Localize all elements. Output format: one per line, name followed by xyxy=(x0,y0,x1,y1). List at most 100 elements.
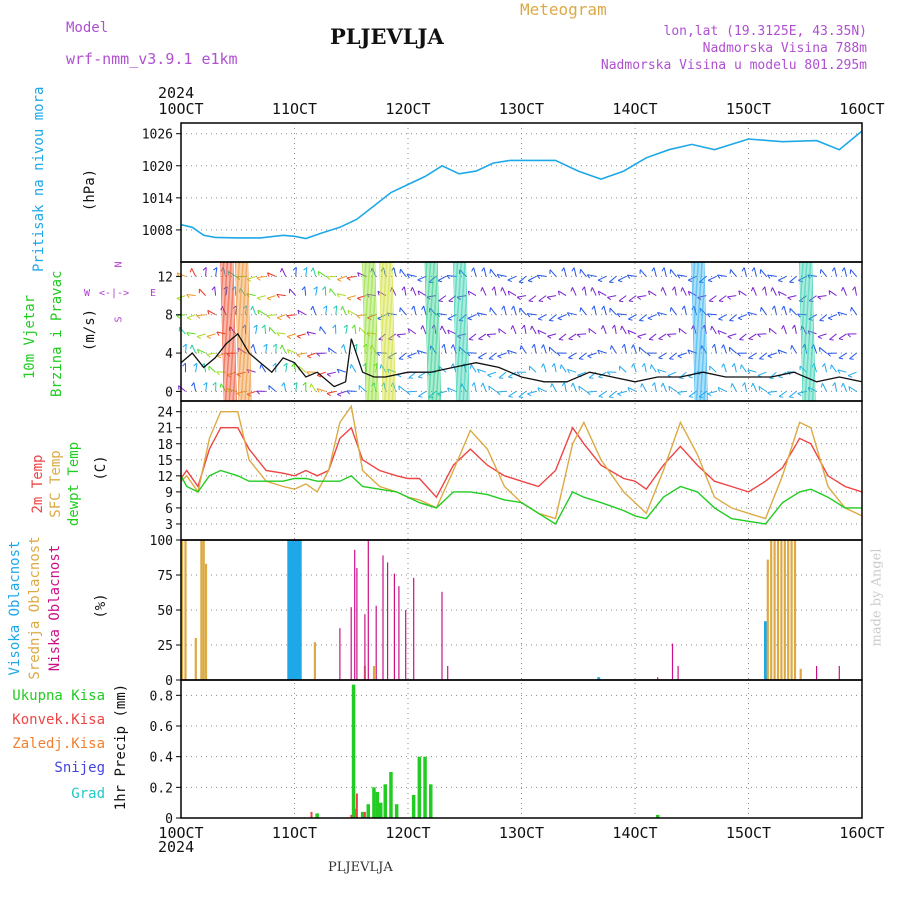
wind-barb-shaft xyxy=(337,390,346,395)
wind-barb-shaft xyxy=(662,382,667,392)
low-cloud-bar xyxy=(364,614,366,680)
wind-barb-shaft xyxy=(345,324,348,334)
wind-barb xyxy=(660,287,667,296)
wind-barb-head xyxy=(328,347,330,353)
wind-barb-shaft xyxy=(517,295,527,298)
wind-barb xyxy=(398,385,407,392)
precip-total-bar xyxy=(360,811,365,818)
wind-barb-shaft xyxy=(326,371,336,375)
wind-barb xyxy=(333,305,338,315)
mid-cloud-bar xyxy=(204,563,208,680)
wind-barb xyxy=(657,312,667,317)
wind-barb xyxy=(198,288,206,296)
wind-barb-shaft xyxy=(714,344,717,354)
model-label: Model xyxy=(66,20,109,36)
mid-cloud-bar xyxy=(787,540,790,680)
wind-streak xyxy=(459,261,465,402)
precip-total-bar xyxy=(429,784,433,818)
wind-barb-head xyxy=(301,286,306,291)
wind-barb xyxy=(828,290,837,297)
wind-barb-shaft xyxy=(315,286,318,296)
wind-barb-shaft xyxy=(760,269,767,277)
wind-barb xyxy=(401,286,407,296)
wind-barb xyxy=(548,346,557,354)
wind-barb xyxy=(349,364,357,373)
precip-tick-label: 0 xyxy=(165,812,173,827)
wind-barb-head xyxy=(507,279,512,283)
wind-barb-head xyxy=(516,371,521,376)
wind-barb xyxy=(518,391,527,398)
precip-conv-bar xyxy=(363,811,366,818)
wind-barb xyxy=(648,290,657,297)
wind-barb-shaft xyxy=(367,314,376,319)
wind-barb-shaft xyxy=(473,382,477,392)
wind-barb xyxy=(296,333,306,339)
wind-barb xyxy=(781,325,787,335)
wind-barb-shaft xyxy=(347,295,356,299)
wind-barb-head xyxy=(709,300,714,303)
wind-barb-shaft xyxy=(473,267,477,277)
wind-barb-shaft xyxy=(399,307,407,316)
wind-barb-head xyxy=(501,305,505,310)
wind-barb-head xyxy=(559,364,562,369)
wind-barb-head xyxy=(838,338,844,341)
wind-barb xyxy=(528,295,537,303)
wind-barb-head xyxy=(292,267,297,271)
wind-barb xyxy=(750,287,757,296)
wind-barb-head xyxy=(607,296,612,301)
wind-barb-shaft xyxy=(186,314,196,319)
wind-barb xyxy=(498,328,507,335)
wind-barb-shaft xyxy=(747,311,757,316)
precip-total-bar xyxy=(423,756,427,818)
wind-tick-label: 4 xyxy=(165,347,173,362)
wind-barb-head xyxy=(658,338,663,341)
wind-barb xyxy=(579,307,587,316)
wind-barb xyxy=(578,352,587,360)
wind-barb-shaft xyxy=(667,371,677,376)
wind-barb xyxy=(649,364,657,373)
wind-barb-shaft xyxy=(597,349,607,354)
wind-streak xyxy=(805,261,811,402)
wind-barb xyxy=(778,390,787,398)
wind-barb-shaft xyxy=(560,364,567,373)
wind-barb xyxy=(496,274,507,279)
wind-barb xyxy=(418,371,427,379)
wind-barb xyxy=(526,313,537,318)
wind-barb-head xyxy=(477,369,480,374)
wind-barb-shaft xyxy=(205,267,207,277)
wind-barb-shaft xyxy=(178,385,186,392)
wind-barb-head xyxy=(297,310,300,315)
wind-barb-shaft xyxy=(789,307,797,316)
wind-barb xyxy=(718,295,727,303)
wind-barb xyxy=(288,288,297,296)
wind-barb-head xyxy=(398,385,400,391)
wind-barb-shaft xyxy=(533,344,537,354)
wind-barb-shaft xyxy=(207,309,216,316)
wind-barb-shaft xyxy=(849,352,857,360)
wind-barb-shaft xyxy=(478,352,487,359)
wind-barb-shaft xyxy=(400,268,407,277)
wind-barb-head xyxy=(688,376,693,379)
wind-barb-shaft xyxy=(591,287,597,296)
wind-barb-shaft xyxy=(537,274,547,277)
wind-barb-shaft xyxy=(791,345,797,354)
wind-barb-head xyxy=(296,354,301,358)
panel-frame-precip xyxy=(180,679,863,819)
wind-barb-head xyxy=(837,369,841,374)
precip-total-bar xyxy=(389,772,393,818)
wind-streak xyxy=(698,261,703,402)
wind-barb-head xyxy=(789,281,794,284)
wind-barb xyxy=(710,325,717,335)
wind-barb-shaft xyxy=(347,309,357,316)
wind-barb-head xyxy=(447,318,453,321)
wind-barb-shaft xyxy=(398,352,407,360)
wind-barb xyxy=(537,329,547,335)
wind-barb-head xyxy=(579,358,584,360)
wind-barb xyxy=(528,365,537,373)
wind-barb xyxy=(668,352,677,360)
wind-barb xyxy=(362,362,367,373)
wind-barb-head xyxy=(326,276,331,281)
wind-barb-shaft xyxy=(558,290,567,297)
wind-barb-head xyxy=(497,355,502,359)
wind-barb-shaft xyxy=(203,363,207,373)
